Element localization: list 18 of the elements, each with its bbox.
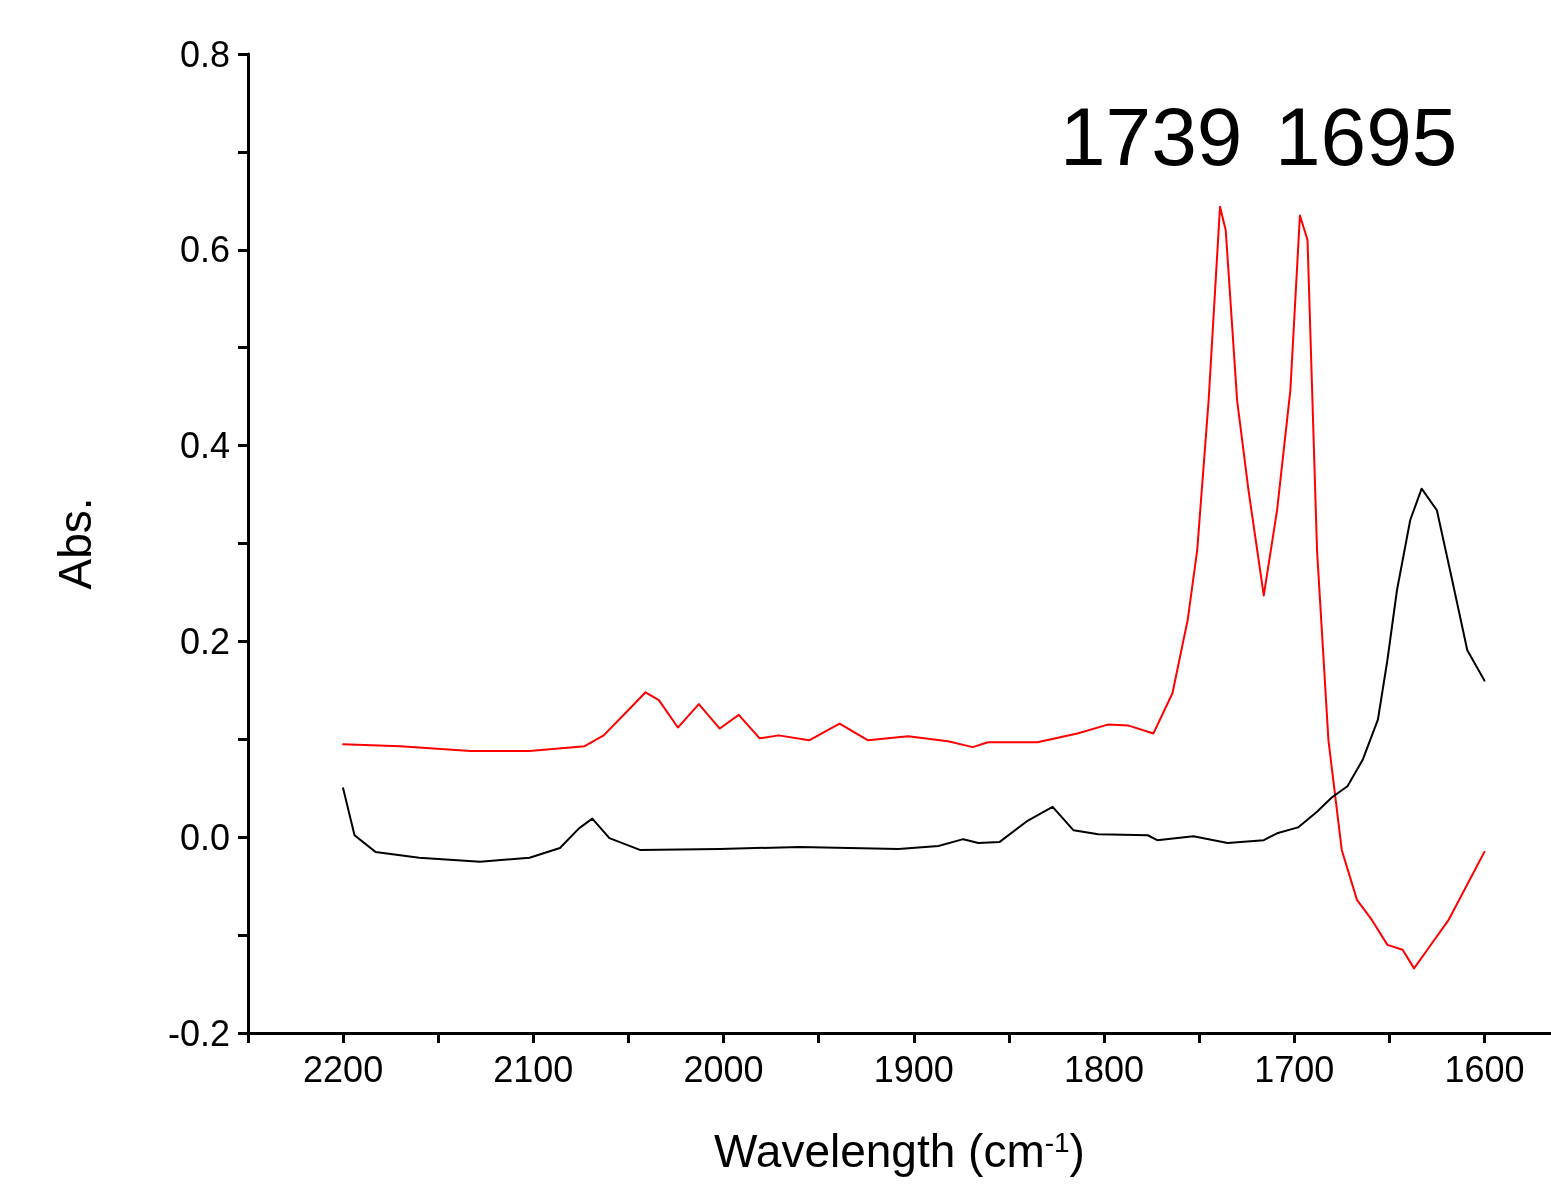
y-tick-label: 0.4: [179, 425, 230, 467]
x-tick-label: 1800: [1063, 1048, 1145, 1090]
y-tick-label: -0.2: [167, 1012, 230, 1054]
x-tick-label: 2000: [683, 1048, 764, 1090]
y-tick-label: 0.2: [179, 620, 230, 662]
annotation: 1695: [1275, 90, 1458, 182]
x-tick-label: 1900: [873, 1048, 954, 1090]
x-tick-label: 1700: [1254, 1048, 1335, 1090]
x-tick-label: 1600: [1444, 1048, 1525, 1090]
y-axis-title: Abs.: [49, 497, 101, 590]
line-series: [342, 487, 1486, 863]
x-tick-label: 2100: [493, 1048, 574, 1090]
y-tick-label: 0.8: [179, 33, 230, 75]
y-tick-label: 0.0: [179, 816, 230, 858]
annotation: 1739: [1060, 90, 1243, 182]
y-tick-label: 0.6: [179, 229, 230, 271]
x-tick-label: 2200: [303, 1048, 384, 1090]
line-series: [342, 205, 1486, 970]
